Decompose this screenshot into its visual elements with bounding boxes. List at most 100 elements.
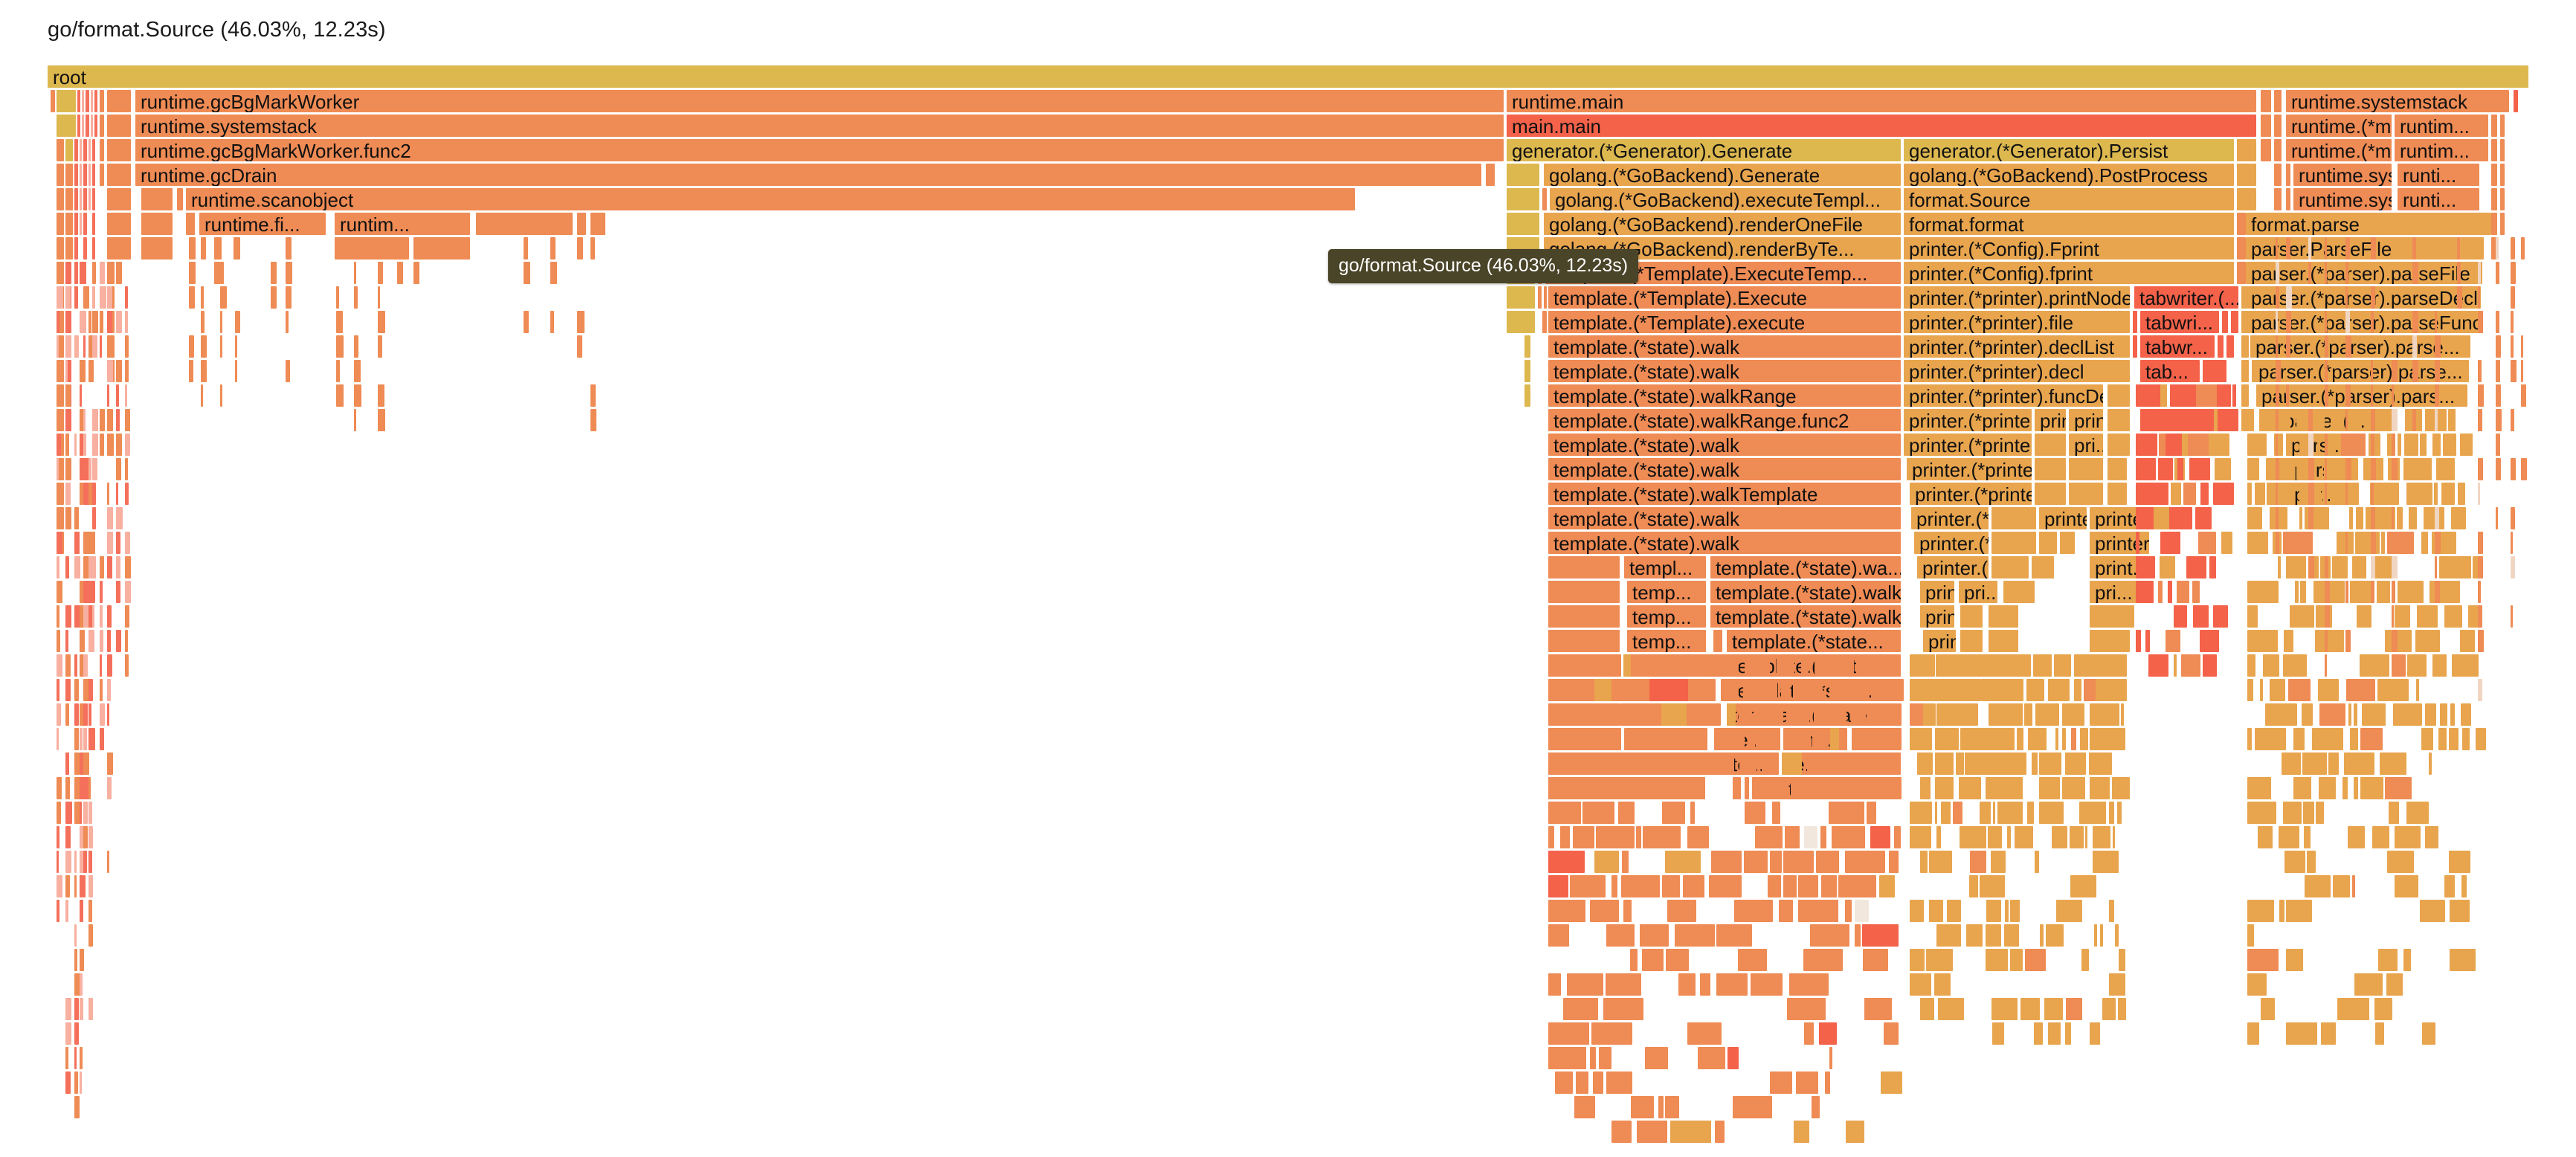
flame-frame-narrow[interactable] [2181, 654, 2200, 677]
flame-frame-narrow[interactable] [57, 826, 59, 848]
flame-frame-narrow[interactable] [2392, 630, 2398, 652]
flame-frame[interactable]: template.(*state).wa... [1710, 556, 1901, 578]
flame-frame-narrow[interactable] [2511, 605, 2513, 628]
flame-frame-narrow[interactable] [65, 826, 71, 848]
flame-frame-narrow[interactable] [1683, 875, 1704, 897]
flame-frame-narrow[interactable] [2160, 532, 2180, 554]
flame-frame-narrow[interactable] [1989, 630, 2018, 652]
flame-frame-narrow[interactable] [77, 90, 80, 112]
flame-frame-narrow[interactable] [83, 826, 88, 848]
flame-frame-narrow[interactable] [1574, 1096, 1595, 1118]
flame-frame-narrow[interactable] [88, 139, 91, 161]
flame-frame-narrow[interactable] [65, 213, 73, 235]
flame-frame-narrow[interactable] [116, 458, 121, 480]
flame-frame-narrow[interactable] [100, 262, 105, 284]
flame-frame-narrow[interactable] [2284, 851, 2305, 873]
flame-frame-narrow[interactable] [2069, 483, 2103, 505]
flame-frame-narrow[interactable] [1665, 1096, 1679, 1118]
flame-frame-narrow[interactable] [2381, 532, 2385, 554]
flame-frame-narrow[interactable] [1548, 875, 1568, 897]
flame-frame[interactable]: tabwri... [2140, 311, 2219, 333]
flame-frame-narrow[interactable] [1567, 973, 1603, 996]
flame-frame-narrow[interactable] [1986, 900, 2001, 922]
flame-frame-narrow[interactable] [1645, 1047, 1668, 1069]
flame-frame-narrow[interactable] [2247, 802, 2276, 824]
flame-frame[interactable]: template.(*state).walkTemplate [1548, 483, 1901, 505]
flame-frame-narrow[interactable] [1861, 752, 1873, 775]
flame-frame-narrow[interactable] [57, 458, 64, 480]
flame-frame[interactable]: prin... [2035, 409, 2066, 431]
flame-frame-narrow[interactable] [2378, 949, 2398, 971]
flame-frame-narrow[interactable] [74, 679, 79, 701]
flame-frame-narrow[interactable] [57, 605, 59, 628]
flame-frame-narrow[interactable] [2259, 409, 2290, 431]
flame-frame-narrow[interactable] [2440, 703, 2447, 726]
flame-frame-narrow[interactable] [107, 384, 109, 407]
flame-frame-narrow[interactable] [2040, 924, 2044, 947]
flame-frame-narrow[interactable] [107, 556, 112, 578]
flame-frame-narrow[interactable] [1542, 188, 1547, 210]
flame-frame[interactable]: printer.(*printer).stmt [1910, 483, 2032, 505]
flame-frame-narrow[interactable] [57, 630, 60, 652]
flame-frame-narrow[interactable] [2416, 679, 2419, 701]
flame-frame-narrow[interactable] [2237, 139, 2256, 161]
flame-frame-narrow[interactable] [2350, 728, 2358, 750]
flame-frame[interactable]: runtime.systemstack [135, 115, 1504, 137]
flame-frame-narrow[interactable] [57, 900, 59, 922]
flame-frame-narrow[interactable] [1825, 1071, 1830, 1094]
flame-frame-narrow[interactable] [107, 630, 111, 652]
flame-frame-narrow[interactable] [378, 409, 385, 431]
flame-frame-narrow[interactable] [2276, 434, 2278, 456]
flame-frame-narrow[interactable] [2158, 581, 2163, 603]
flame-frame-narrow[interactable] [100, 115, 104, 137]
flame-frame-narrow[interactable] [65, 605, 71, 628]
flame-frame-narrow[interactable] [378, 286, 380, 309]
flame-frame-narrow[interactable] [2395, 875, 2418, 897]
flame-frame-narrow[interactable] [2371, 458, 2376, 480]
flame-frame-narrow[interactable] [107, 434, 114, 456]
flame-frame-narrow[interactable] [2360, 777, 2383, 799]
flame-frame[interactable]: template.(*state).walk [1710, 581, 1901, 603]
flame-frame-narrow[interactable] [2362, 703, 2386, 726]
flame-frame-narrow[interactable] [94, 90, 97, 112]
flame-frame-narrow[interactable] [74, 752, 80, 775]
flame-frame-narrow[interactable] [2317, 434, 2320, 456]
flame-frame-narrow[interactable] [2417, 605, 2438, 628]
flame-frame-narrow[interactable] [80, 213, 82, 235]
flame-frame-narrow[interactable] [354, 360, 361, 382]
flame-frame-narrow[interactable] [57, 311, 59, 333]
flame-frame-narrow[interactable] [2145, 630, 2150, 652]
flame-frame-narrow[interactable] [1548, 973, 1561, 996]
flame-frame-narrow[interactable] [2397, 654, 2406, 677]
flame-frame-narrow[interactable] [1980, 875, 2005, 897]
flame-frame-narrow[interactable] [2407, 654, 2427, 677]
flame-frame-narrow[interactable] [2108, 483, 2127, 505]
flame-frame-narrow[interactable] [1548, 728, 1568, 750]
flame-frame-narrow[interactable] [235, 335, 237, 358]
flame-frame-narrow[interactable] [2328, 752, 2339, 775]
flame-frame-narrow[interactable] [83, 434, 86, 456]
flame-frame-narrow[interactable] [2351, 458, 2358, 480]
flame-frame-narrow[interactable] [2020, 998, 2040, 1020]
flame-frame-narrow[interactable] [2027, 802, 2034, 824]
flame-frame-narrow[interactable] [2386, 973, 2403, 996]
flame-frame-narrow[interactable] [2356, 507, 2363, 529]
flame-frame-narrow[interactable] [2371, 311, 2374, 333]
flame-frame[interactable]: templ... [1624, 556, 1706, 578]
flame-frame-narrow[interactable] [2392, 458, 2398, 480]
flame-frame-narrow[interactable] [57, 458, 59, 480]
flame-frame-narrow[interactable] [2237, 188, 2256, 210]
flame-frame-narrow[interactable] [2412, 335, 2417, 358]
flame-frame-narrow[interactable] [1879, 875, 1895, 897]
flame-frame[interactable]: tabwriter.(... [2134, 286, 2238, 309]
flame-frame-narrow[interactable] [80, 483, 83, 505]
flame-frame-narrow[interactable] [2354, 777, 2358, 799]
flame-frame-narrow[interactable] [2387, 532, 2414, 554]
flame-frame-narrow[interactable] [2435, 409, 2438, 431]
flame-frame[interactable]: print... [1920, 581, 1954, 603]
flame-frame-narrow[interactable] [2496, 360, 2500, 382]
flame-frame-narrow[interactable] [2449, 728, 2459, 750]
flame-frame-narrow[interactable] [286, 262, 292, 284]
flame-frame-narrow[interactable] [2090, 605, 2134, 628]
flame-frame-narrow[interactable] [2421, 728, 2433, 750]
